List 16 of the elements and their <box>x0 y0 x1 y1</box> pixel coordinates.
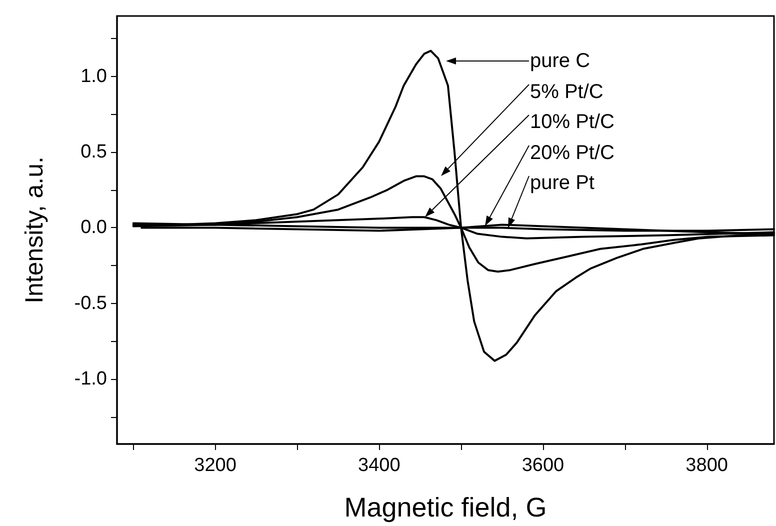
annotation: 10% Pt/C <box>530 111 614 133</box>
x-tick-label: 3200 <box>194 455 236 476</box>
x-axis-title: Magnetic field, G <box>344 492 547 522</box>
x-tick-label: 3400 <box>358 455 400 476</box>
y-axis-title: Intensity, a.u. <box>20 156 48 304</box>
y-tick-label: 0.5 <box>80 142 107 163</box>
y-tick-label: -0.5 <box>74 292 107 314</box>
annotation: pure Pt <box>530 172 594 194</box>
y-tick-label: -1.0 <box>74 368 107 390</box>
x-tick-label: 3600 <box>522 455 564 476</box>
y-tick-label: 0.0 <box>80 217 107 238</box>
x-tick-label: 3800 <box>686 455 728 476</box>
annotation: pure C <box>530 50 590 72</box>
annotation: 20% Pt/C <box>530 142 614 164</box>
annotation: 5% Pt/C <box>530 80 604 102</box>
y-tick-label: 1.0 <box>80 66 107 87</box>
